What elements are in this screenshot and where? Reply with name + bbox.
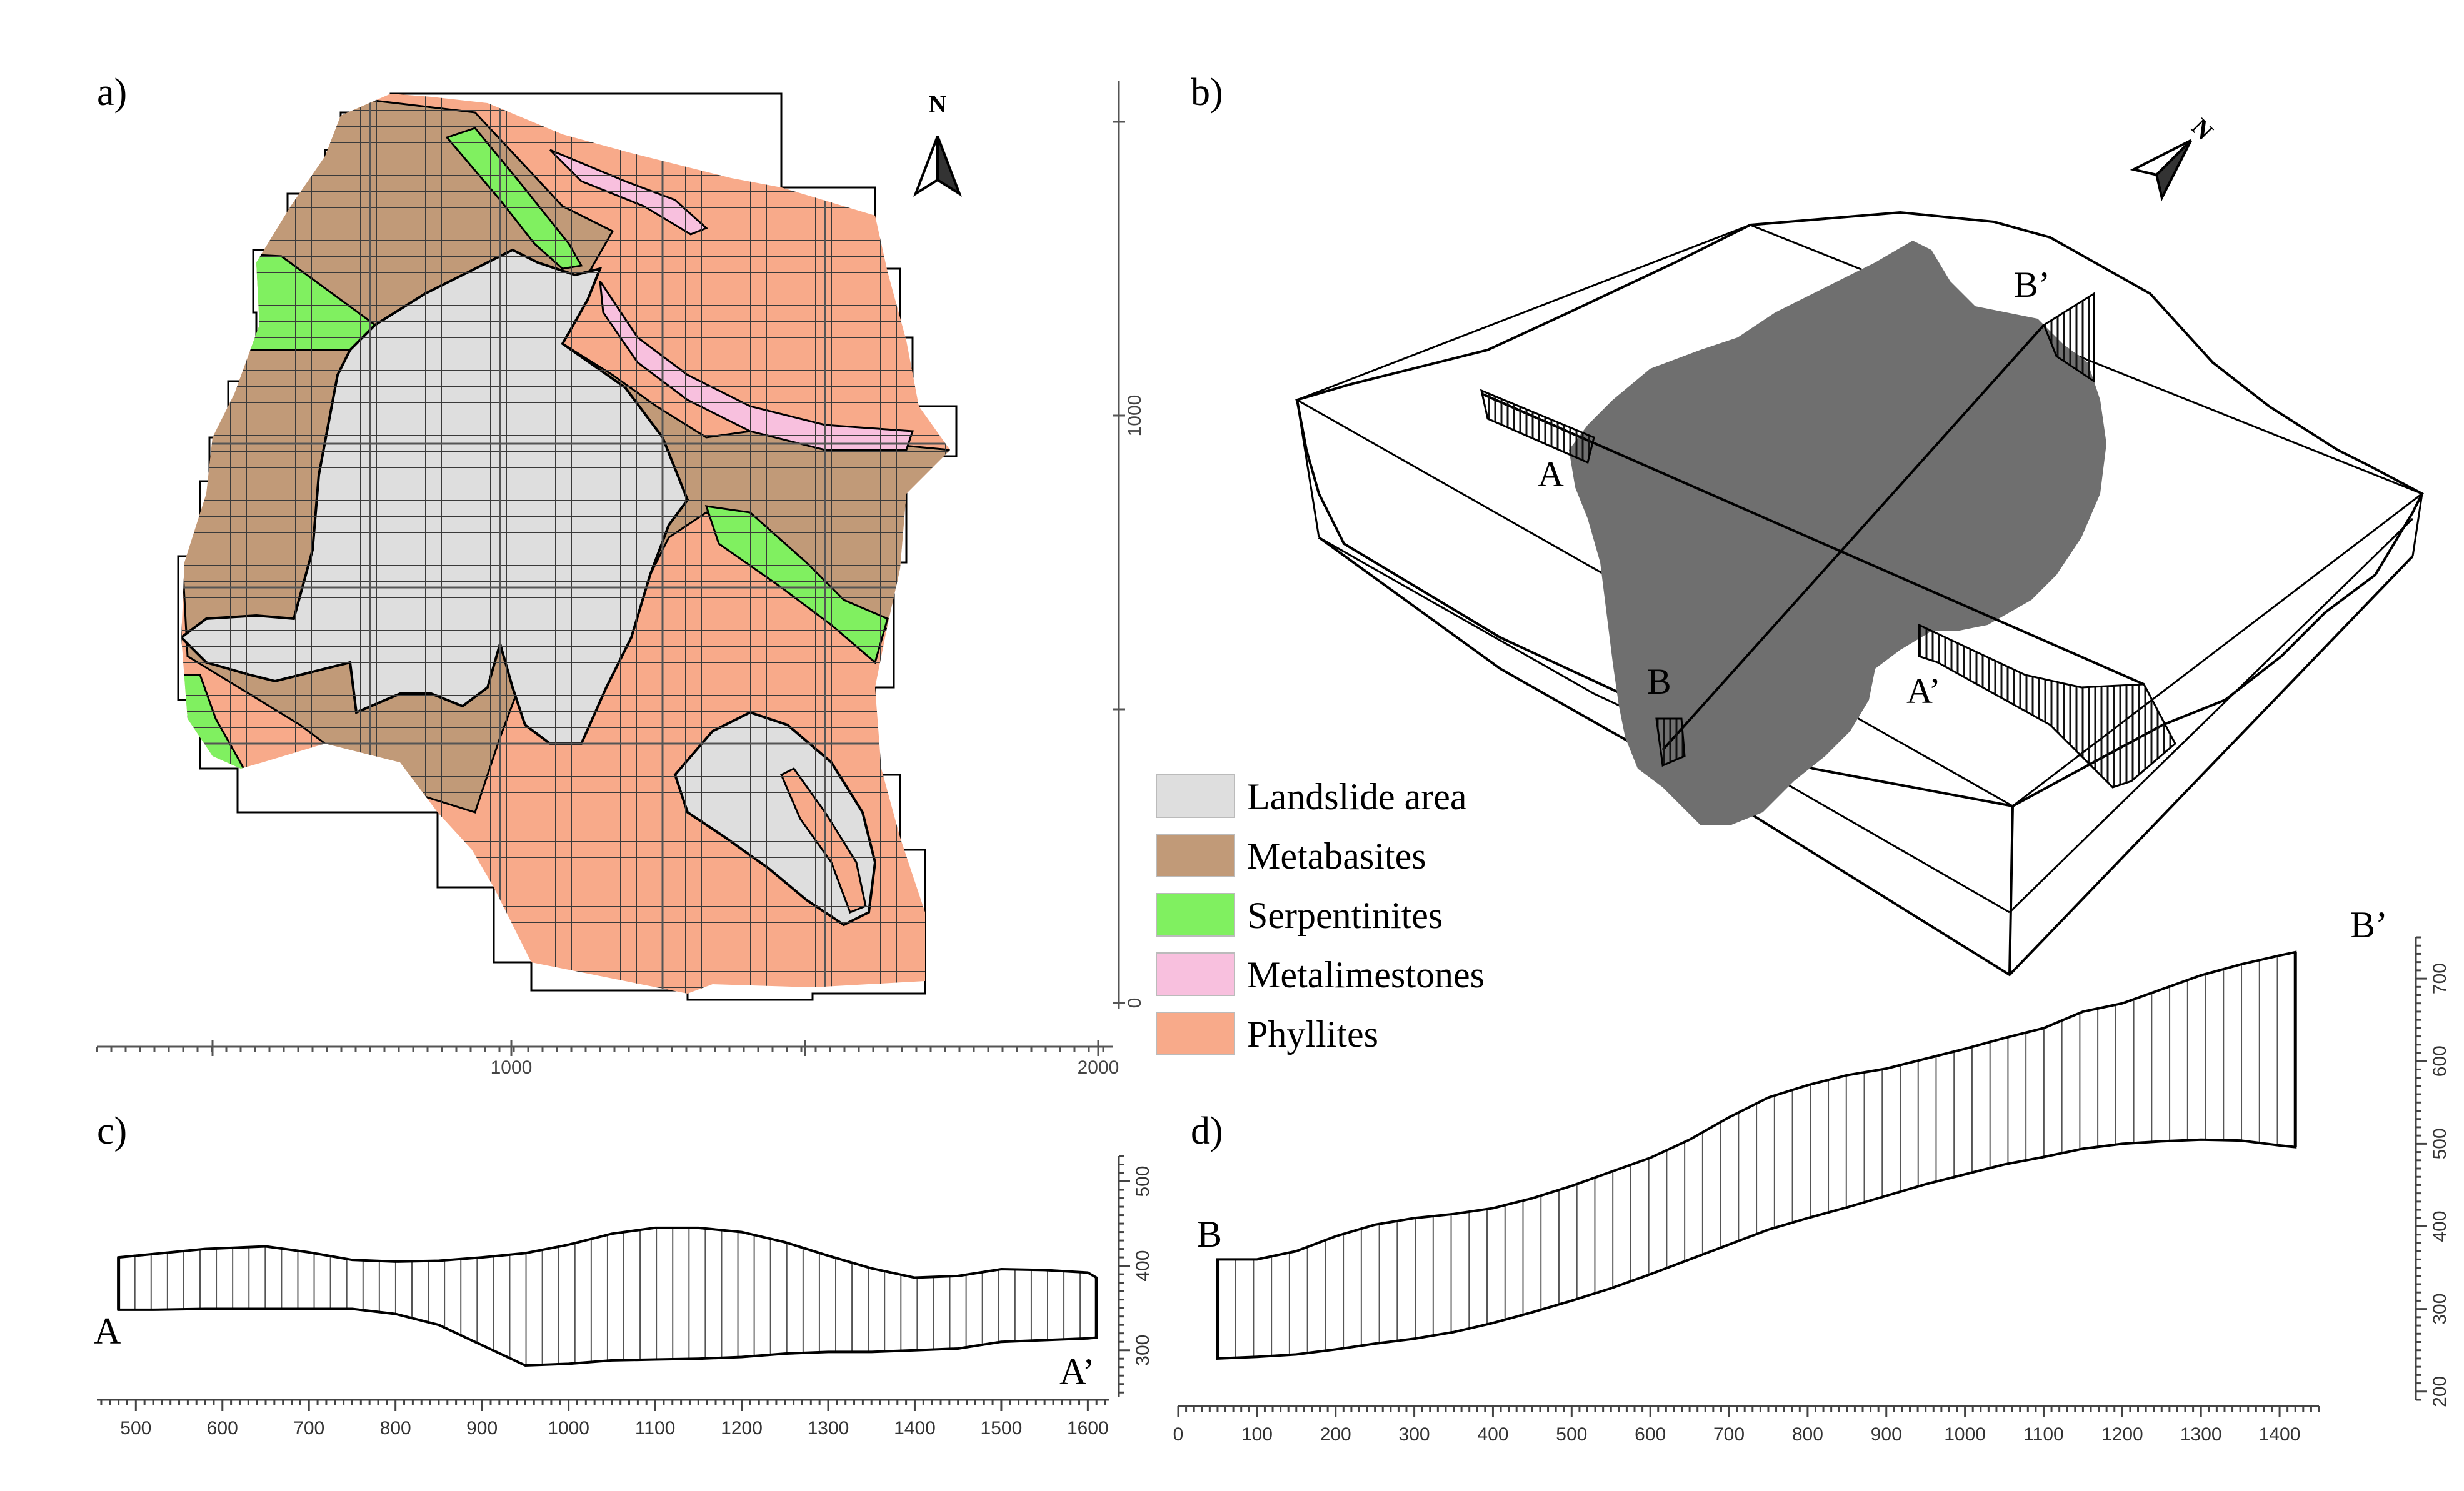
legend-swatch-landslide <box>1156 774 1235 818</box>
profile-d-x-tick-label: 700 <box>1713 1424 1745 1445</box>
profile-d-y-tick-label: 300 <box>2430 1294 2450 1325</box>
profile-d-x-tick-label: 200 <box>1320 1424 1351 1445</box>
profile-c-x-tick-label: 600 <box>207 1418 238 1439</box>
profile-d-y-tick-label: 600 <box>2430 1045 2450 1077</box>
profile-c-y-tick-label: 300 <box>1133 1335 1153 1366</box>
profile-d-y-tick-label: 700 <box>2430 963 2450 994</box>
profile-d-x-tick-label: 1300 <box>2180 1424 2222 1445</box>
legend-swatch-metalimestones <box>1156 952 1235 996</box>
block-profile-a-prime <box>1918 623 2176 789</box>
profile-c-y-tick-label: 500 <box>1133 1165 1153 1197</box>
profile-d-end-label: B’ <box>2350 904 2388 945</box>
profile-c-x-tick-label: 1400 <box>894 1418 936 1439</box>
panel-label-c: c) <box>97 1110 127 1152</box>
block-profile-a <box>1480 389 1595 464</box>
north-arrow-a: N <box>913 90 962 197</box>
profile-d-x-tick-label: 500 <box>1556 1424 1587 1445</box>
geological-map: N 1000 2000 1000 0 <box>96 81 1145 1078</box>
block-label-a: A <box>1538 454 1564 494</box>
block-label-b-prime: B’ <box>2014 264 2050 305</box>
legend-label-metabasites: Metabasites <box>1247 835 1426 877</box>
profile-d-x-tick-label: 400 <box>1477 1424 1508 1445</box>
profile-d-x-tick-label: 600 <box>1635 1424 1666 1445</box>
profile-c-x-tick-label: 1200 <box>721 1418 763 1439</box>
profile-c-x-tick-label: 1600 <box>1067 1418 1109 1439</box>
profile-c-x-tick-label: 1000 <box>548 1418 589 1439</box>
map-y-tick-0: 0 <box>1124 998 1145 1009</box>
profile-d-x-tick-label: 100 <box>1241 1424 1273 1445</box>
profile-chart-c: 500 600 700 800 900 1000 1100 1200 1300 1400 1500 1… <box>94 1155 1153 1439</box>
profile-c-x-tick-label: 700 <box>293 1418 324 1439</box>
profile-d-x-tick-label: 1200 <box>2101 1424 2143 1445</box>
legend-item-metabasites: Metabasites <box>1156 834 1426 877</box>
profile-d-x-tick-label: 1400 <box>2259 1424 2301 1445</box>
legend-label-metalimestones: Metalimestones <box>1247 954 1485 995</box>
profile-d-y-tick-label: 400 <box>2430 1210 2450 1242</box>
profile-c-end-label: A’ <box>1059 1351 1095 1392</box>
profile-c-profile-outline <box>117 1226 1098 1367</box>
legend-item-phyllites: Phyllites <box>1156 1012 1378 1055</box>
profile-c-x-tick-label: 1500 <box>981 1418 1023 1439</box>
profile-d-x-tick-label: 300 <box>1399 1424 1430 1445</box>
legend-item-landslide: Landslide area <box>1156 774 1466 818</box>
north-label-a: N <box>929 90 947 118</box>
block-landslide-area <box>1569 241 2106 825</box>
profile-c-x-tick-label: 800 <box>380 1418 411 1439</box>
block-label-b: B <box>1647 661 1671 702</box>
panel-label-a: a) <box>97 71 127 114</box>
profile-d-x-tick-label: 1100 <box>2023 1424 2064 1445</box>
profile-d-x-tick-label: 800 <box>1792 1424 1823 1445</box>
profile-d-y-tick-label: 200 <box>2430 1376 2450 1407</box>
legend-label-serpentinites: Serpentinites <box>1247 895 1443 936</box>
profile-d-x-tick-label: 900 <box>1871 1424 1902 1445</box>
profile-c-y-tick-label: 400 <box>1133 1250 1153 1282</box>
profile-chart-d: 0 100 200 300 400 500 600 700 800 900 1000 1100 1200… <box>1173 904 2450 1445</box>
map-y-axis: 1000 0 <box>1113 81 1145 1009</box>
map-x-axis: 1000 2000 <box>96 1040 1119 1078</box>
north-arrow-b: N <box>2130 112 2219 202</box>
panel-label-b: b) <box>1191 71 1223 114</box>
map-x-tick-1000: 1000 <box>491 1057 533 1078</box>
block-hatched-profiles <box>1480 292 2176 789</box>
profile-c-x-tick-label: 500 <box>120 1418 151 1439</box>
profile-c-x-tick-label: 900 <box>466 1418 498 1439</box>
profile-d-start-label: B <box>1197 1214 1222 1255</box>
map-grid <box>181 94 950 994</box>
profile-d-x-tick-label: 1000 <box>1944 1424 1986 1445</box>
section-line-bb <box>1661 324 2045 751</box>
legend-swatch-serpentinites <box>1156 893 1235 937</box>
block-profile-b <box>1655 717 1686 767</box>
legend-item-serpentinites: Serpentinites <box>1156 893 1443 937</box>
profile-d-x-tick-label: 0 <box>1173 1424 1184 1445</box>
legend-item-metalimestones: Metalimestones <box>1156 952 1485 996</box>
profile-c-x-tick-label: 1100 <box>635 1418 676 1439</box>
legend-label-landslide: Landslide area <box>1247 776 1466 817</box>
map-x-tick-2000: 2000 <box>1078 1057 1119 1078</box>
map-grid-outline <box>177 92 958 1001</box>
profile-c-start-label: A <box>94 1310 121 1352</box>
legend-swatch-phyllites <box>1156 1012 1235 1055</box>
legend: Landslide area Metabasites Serpentinites… <box>1156 774 1485 1055</box>
map-y-tick-1000: 1000 <box>1124 395 1145 437</box>
profile-c-x-tick-label: 1300 <box>808 1418 849 1439</box>
profile-d-y-tick-label: 500 <box>2430 1128 2450 1159</box>
panel-label-d: d) <box>1191 1110 1223 1152</box>
legend-label-phyllites: Phyllites <box>1247 1014 1378 1055</box>
legend-swatch-metabasites <box>1156 834 1235 877</box>
block-profile-b-prime <box>2043 292 2095 383</box>
block-label-a-prime: A’ <box>1906 671 1941 711</box>
